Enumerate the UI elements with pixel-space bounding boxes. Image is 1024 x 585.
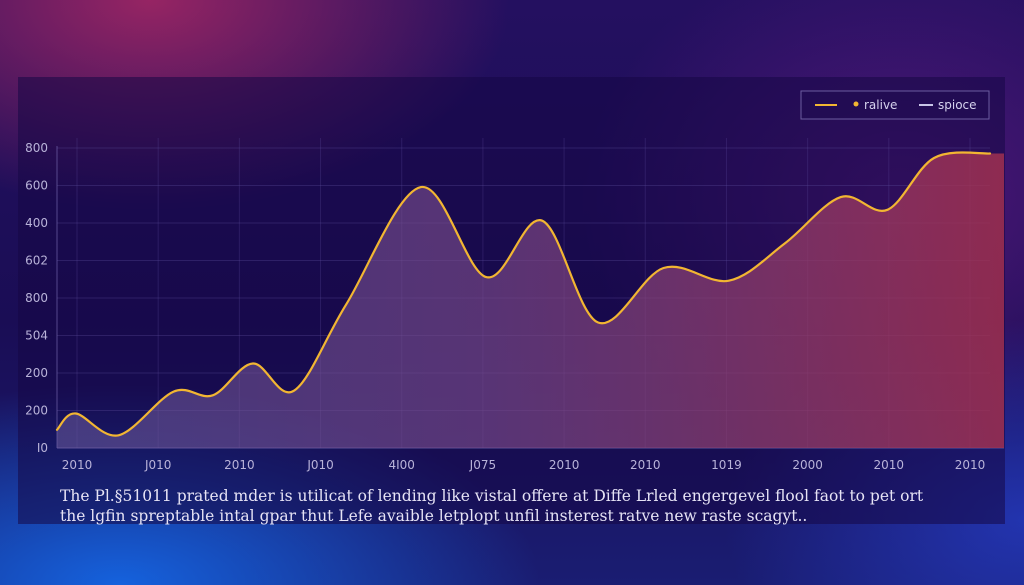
caption-line-2: the lgfin spreptable intal gpar thut Lef… xyxy=(60,507,808,525)
x-tick-label: 2010 xyxy=(549,458,580,472)
legend-label: ralive xyxy=(864,98,897,112)
y-tick-label: 504 xyxy=(25,329,48,343)
legend: ralive spioce xyxy=(800,90,990,120)
x-tick-label: 4I00 xyxy=(389,458,415,472)
series-line xyxy=(55,151,992,437)
y-tick-label: 400 xyxy=(25,216,48,230)
x-tick-label: 2000 xyxy=(792,458,823,472)
y-tick-label: I0 xyxy=(37,441,48,455)
y-tick-label: 800 xyxy=(25,141,48,155)
legend-label: spioce xyxy=(938,98,977,112)
x-tick-label: J075 xyxy=(469,458,496,472)
x-tick-label: 2010 xyxy=(630,458,661,472)
x-tick-label: 1019 xyxy=(711,458,742,472)
x-tick-label: 2010 xyxy=(224,458,255,472)
series-area-fill xyxy=(57,152,1004,448)
y-tick-label: 600 xyxy=(25,179,48,193)
y-tick-label: 602 xyxy=(25,254,48,268)
y-tick-label: 200 xyxy=(25,404,48,418)
y-tick-label: 200 xyxy=(25,366,48,380)
chart-caption: The Pl.§51011 prated mder is utilicat of… xyxy=(60,486,1000,526)
y-tick-label: 800 xyxy=(25,291,48,305)
legend-swatch-dot xyxy=(853,101,859,107)
series-layer xyxy=(55,151,1004,448)
x-tick-label: J010 xyxy=(306,458,333,472)
x-tick-label: 2010 xyxy=(62,458,93,472)
x-tick-label: 2010 xyxy=(955,458,986,472)
x-tick-label: 2010 xyxy=(874,458,905,472)
caption-line-1: The Pl.§51011 prated mder is utilicat of… xyxy=(60,487,924,505)
x-tick-label: J010 xyxy=(144,458,171,472)
